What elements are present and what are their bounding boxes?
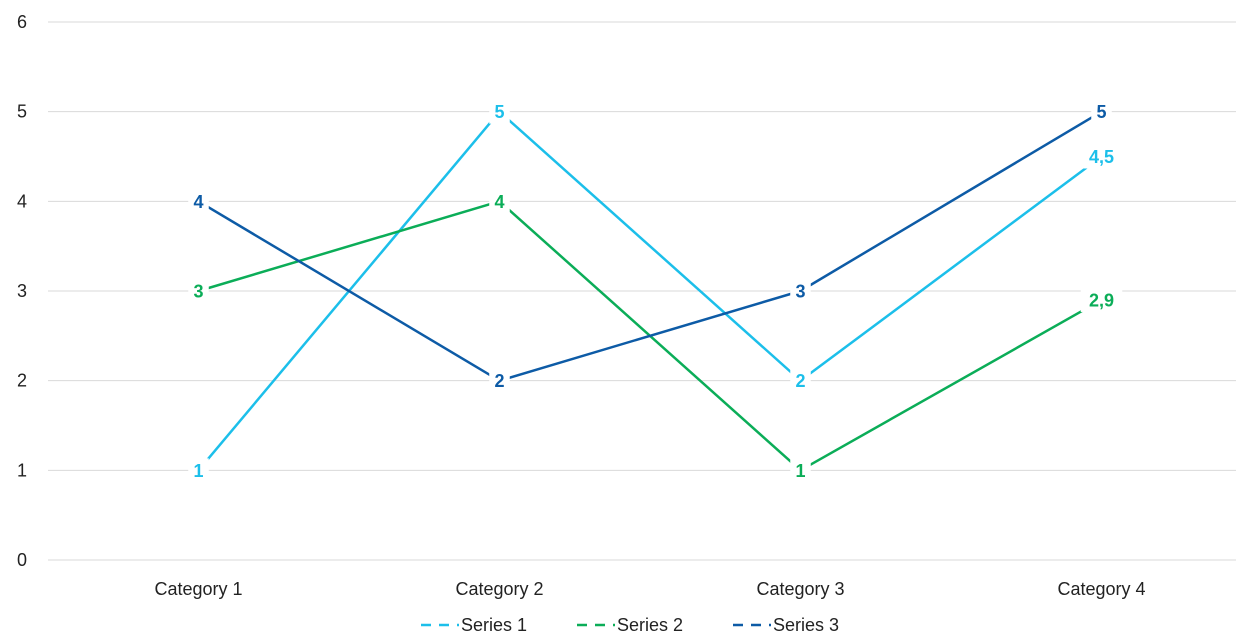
legend-label: Series 1 xyxy=(461,615,527,635)
data-label-text: 2 xyxy=(795,371,805,391)
data-labels: 1 5 2 4,5 3 4 1 2,9 4 2 3 5 xyxy=(188,99,1123,483)
data-label-bg xyxy=(1091,99,1112,124)
data-label: 2,9 xyxy=(1080,287,1123,312)
data-label-text: 1 xyxy=(193,461,203,481)
data-label: 4,5 xyxy=(1080,144,1123,169)
y-tick-label: 3 xyxy=(17,281,27,301)
data-label: 3 xyxy=(790,279,811,303)
data-label-bg xyxy=(188,189,209,214)
data-label-bg xyxy=(489,189,510,214)
data-label: 2 xyxy=(790,368,811,393)
series-lines xyxy=(197,110,1103,472)
legend-item-series-1: Series 1 xyxy=(421,615,527,635)
data-label-text: 5 xyxy=(494,102,504,122)
data-label: 5 xyxy=(489,99,510,124)
series-line-3 xyxy=(197,110,1103,382)
data-label-text: 4 xyxy=(193,192,203,212)
y-tick-label: 5 xyxy=(17,102,27,122)
x-tick-label: Category 2 xyxy=(455,579,543,599)
data-label: 4 xyxy=(188,189,209,214)
legend-label: Series 3 xyxy=(773,615,839,635)
x-tick-label: Category 3 xyxy=(756,579,844,599)
data-label-text: 3 xyxy=(193,282,203,302)
legend-item-series-3: Series 3 xyxy=(733,615,839,635)
data-label-bg xyxy=(489,99,510,124)
x-tick-label: Category 1 xyxy=(154,579,242,599)
y-tick-label: 0 xyxy=(17,550,27,570)
legend-item-series-2: Series 2 xyxy=(577,615,683,635)
data-label-text: 2,9 xyxy=(1089,290,1114,310)
legend: Series 1 Series 2 Series 3 xyxy=(421,615,839,635)
y-tick-label: 2 xyxy=(17,371,27,391)
data-label-bg xyxy=(188,458,209,483)
data-label-bg xyxy=(1080,287,1123,312)
data-label-bg xyxy=(489,368,510,393)
data-label-bg xyxy=(790,458,811,483)
data-label-text: 2 xyxy=(494,371,504,391)
data-label: 1 xyxy=(188,458,209,483)
data-label-bg xyxy=(790,368,811,393)
data-label-text: 3 xyxy=(795,282,805,302)
data-label-text: 5 xyxy=(1096,102,1106,122)
data-label-bg xyxy=(1080,144,1123,169)
y-tick-label: 4 xyxy=(17,191,27,211)
gridlines xyxy=(48,21,1236,561)
x-tick-label: Category 4 xyxy=(1057,579,1145,599)
data-label-text: 4,5 xyxy=(1089,147,1114,167)
y-axis-ticks: 0 1 2 3 4 5 6 xyxy=(17,12,27,570)
data-label: 1 xyxy=(790,458,811,483)
data-label-text: 1 xyxy=(795,461,805,481)
data-label: 5 xyxy=(1091,99,1112,124)
data-label: 3 xyxy=(188,279,209,303)
data-label: 4 xyxy=(489,189,510,214)
data-label: 2 xyxy=(489,368,510,393)
y-tick-label: 6 xyxy=(17,12,27,32)
legend-label: Series 2 xyxy=(617,615,683,635)
data-label-bg xyxy=(188,279,209,303)
data-label-text: 4 xyxy=(494,192,504,212)
data-label-bg xyxy=(790,279,811,303)
x-axis-ticks: Category 1 Category 2 Category 3 Category 4 xyxy=(154,579,1145,599)
y-tick-label: 1 xyxy=(17,460,27,480)
